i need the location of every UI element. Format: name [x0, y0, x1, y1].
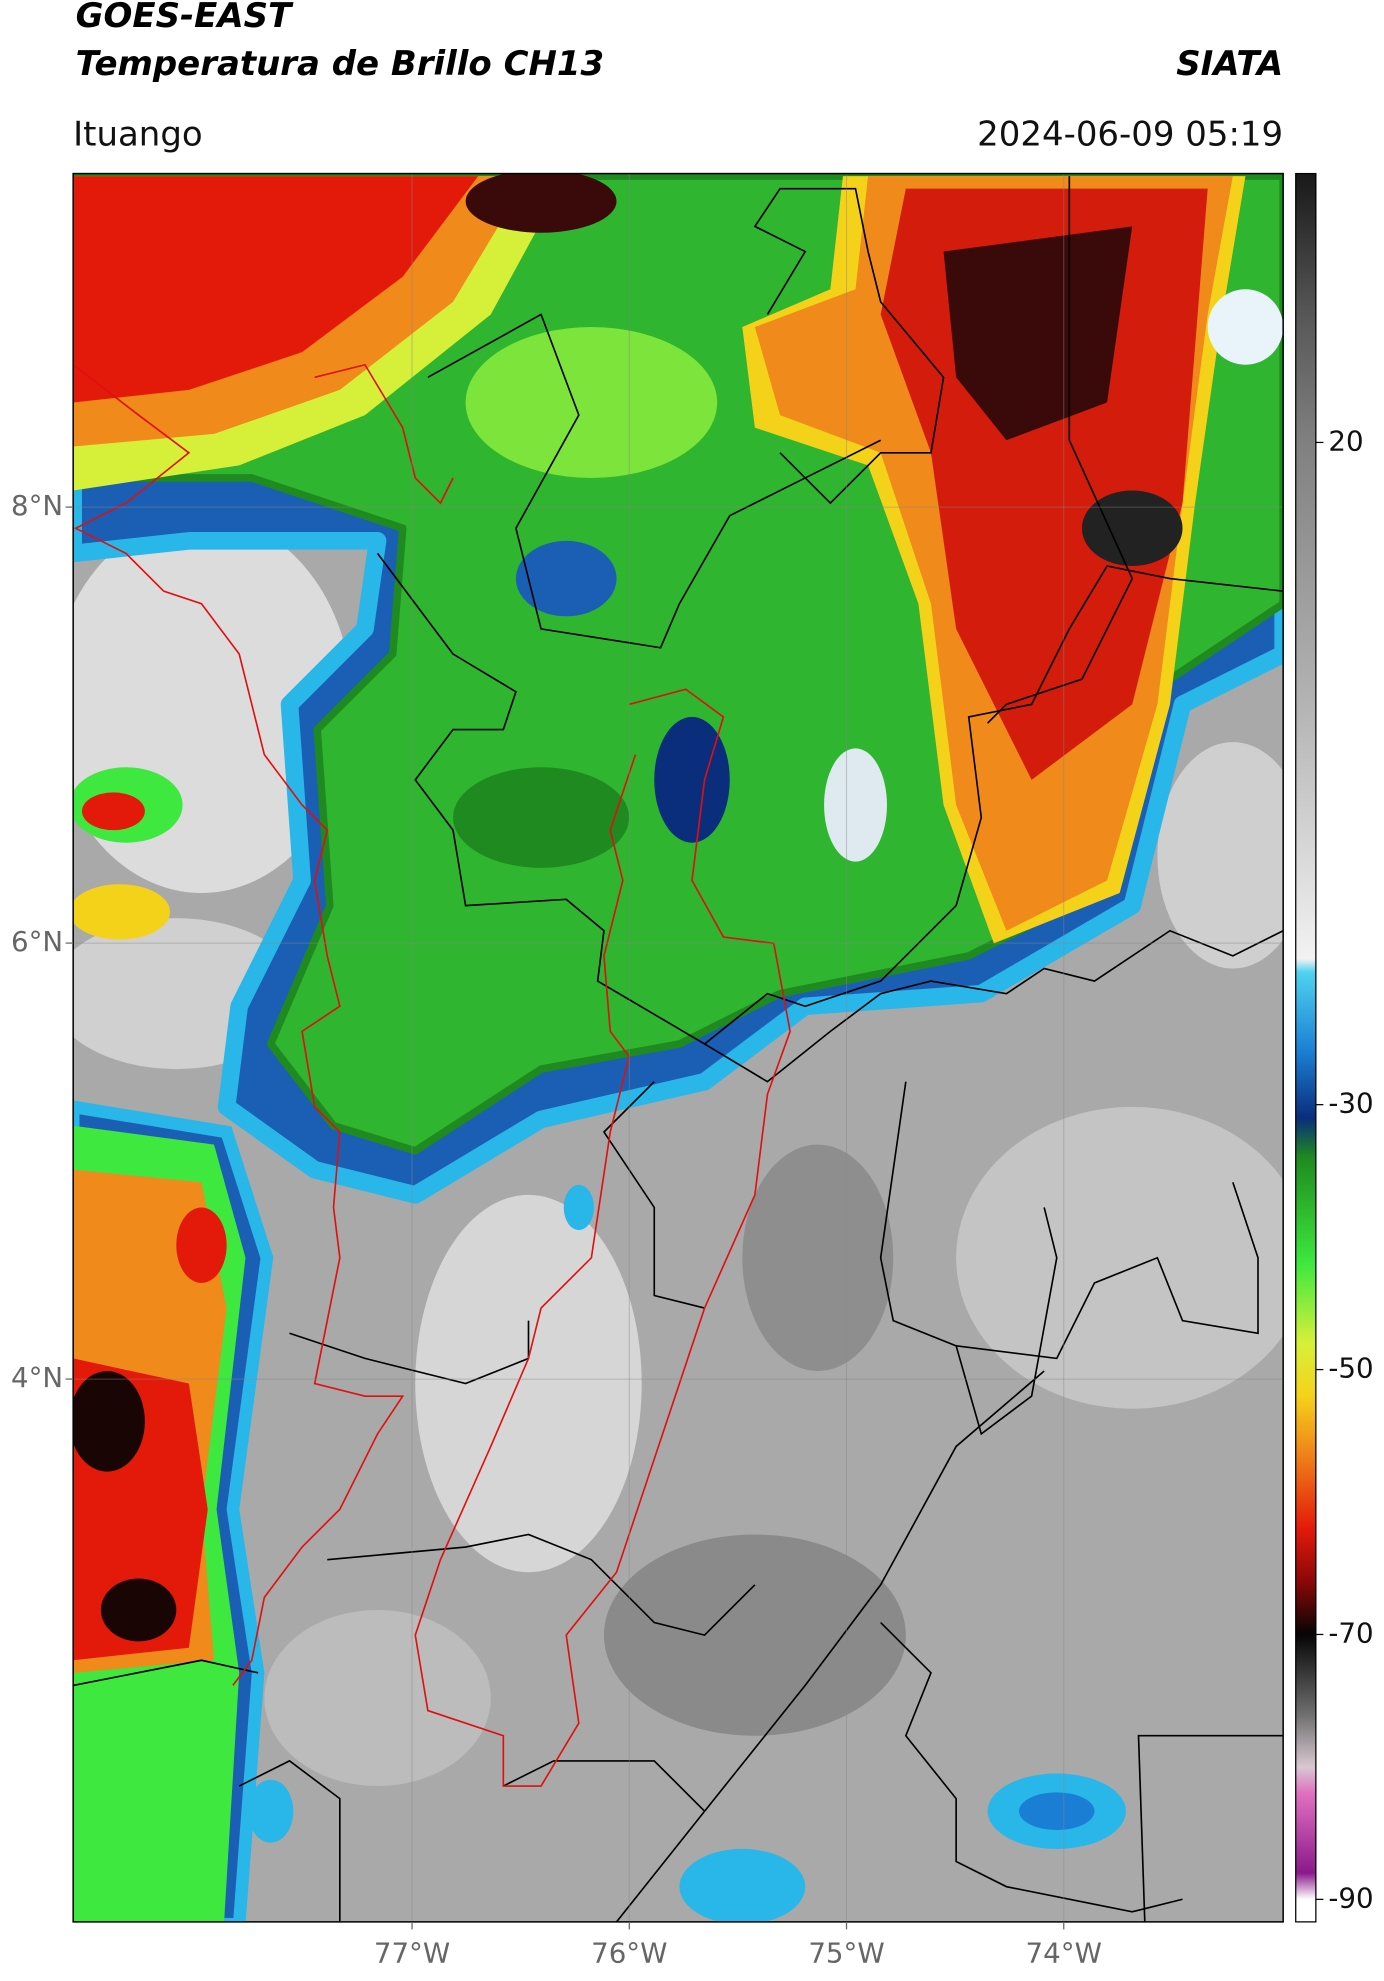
- colorbar: [1295, 172, 1317, 1923]
- y-tick-label: 6°N: [11, 925, 63, 958]
- location: Ituango: [73, 114, 203, 154]
- colorbar-tick-label: 20: [1328, 424, 1363, 457]
- subtitle: Temperatura de Brillo CH13: [76, 44, 604, 84]
- y-tick-label: 4°N: [11, 1361, 63, 1394]
- colorbar-tick-label: -30: [1328, 1087, 1373, 1120]
- x-tick-label: 76°W: [591, 1937, 667, 1970]
- colorbar-tick-label: -70: [1328, 1616, 1373, 1649]
- title: GOES-EAST: [76, 0, 294, 36]
- datetime: 2024-06-09 05:19: [977, 114, 1283, 154]
- colorbar-tick-label: -90: [1328, 1881, 1373, 1914]
- satellite-image: [73, 173, 1284, 1922]
- colorbar-tick-label: -50: [1328, 1352, 1373, 1385]
- graticule: [73, 173, 1284, 1922]
- y-tick-label: 8°N: [11, 489, 63, 522]
- x-tick-label: 74°W: [1026, 1937, 1102, 1970]
- source: SIATA: [1176, 44, 1283, 84]
- x-tick-label: 77°W: [374, 1937, 450, 1970]
- x-tick-label: 75°W: [808, 1937, 884, 1970]
- map-frame: [72, 172, 1284, 1923]
